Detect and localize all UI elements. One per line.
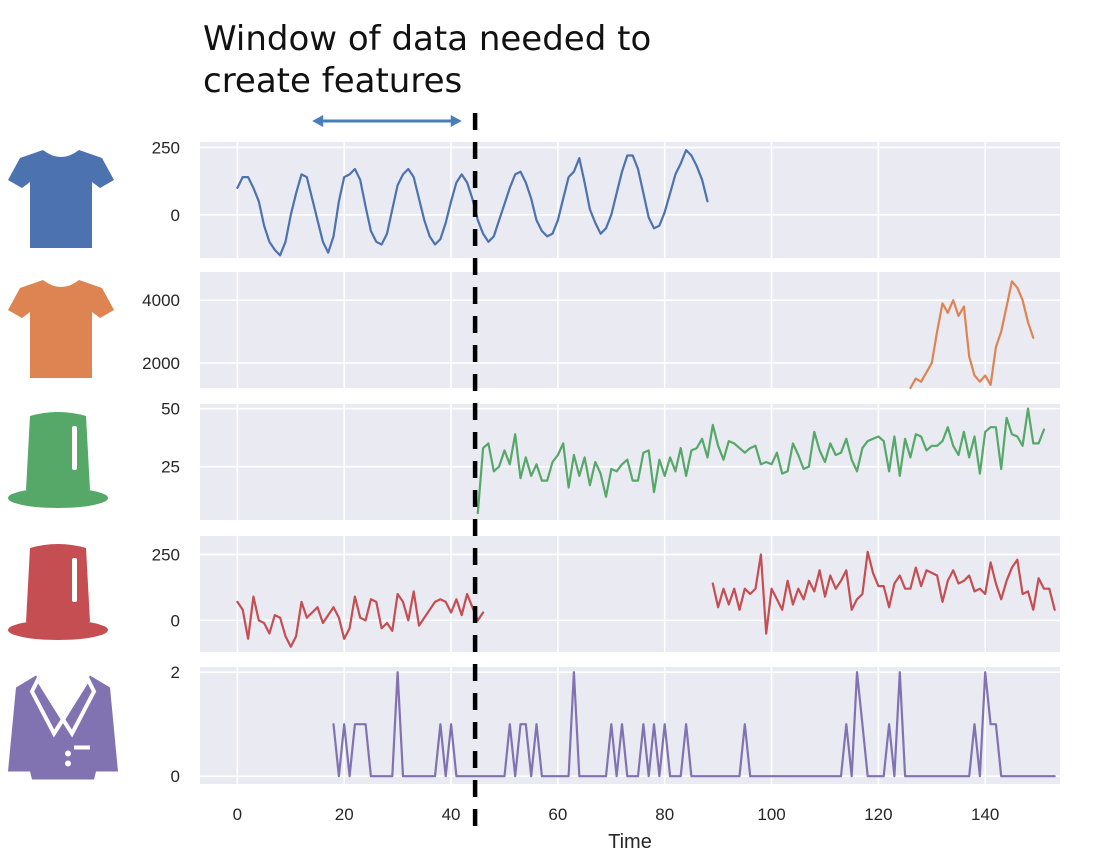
y-tick-label: 0 bbox=[171, 767, 180, 786]
series-line-4-2 bbox=[711, 550, 1056, 635]
tshirt-icon bbox=[8, 150, 114, 248]
window-annotation: Window of data needed to create features bbox=[203, 18, 651, 102]
tshirt-icon bbox=[8, 280, 114, 378]
annotation-line-2: create features bbox=[203, 61, 463, 101]
overlay-layer: 0 20 40 60 80 100 120 140 Time bbox=[233, 113, 999, 853]
x-tick-label: 120 bbox=[864, 805, 892, 824]
y-tick-label: 4000 bbox=[142, 291, 180, 310]
y-tick-label: 25 bbox=[161, 458, 180, 477]
panel-2: 2000 4000 bbox=[142, 272, 1060, 390]
panel-background bbox=[200, 142, 1060, 258]
panel-5: 02 bbox=[171, 663, 1060, 786]
series-line-3-1 bbox=[476, 407, 1046, 515]
top-hat-icon bbox=[8, 412, 108, 508]
x-tick-label: 140 bbox=[971, 805, 999, 824]
panel-background bbox=[200, 667, 1060, 784]
y-tick-label: 2000 bbox=[142, 354, 180, 373]
x-tick-label: 40 bbox=[442, 805, 461, 824]
panel-4: 0 250 bbox=[152, 536, 1060, 652]
y-tick-label: 0 bbox=[171, 206, 180, 225]
series-line-2-1 bbox=[909, 280, 1035, 390]
x-tick-label: 60 bbox=[548, 805, 567, 824]
x-axis-label: Time bbox=[608, 831, 652, 853]
panel-1: 0 250 bbox=[152, 138, 1060, 258]
panel-background bbox=[200, 536, 1060, 652]
y-tick-label: 2 bbox=[171, 663, 180, 682]
window-arrow bbox=[312, 115, 462, 127]
top-hat-icon bbox=[8, 544, 108, 640]
panel-background bbox=[200, 404, 1060, 520]
annotation-line-1: Window of data needed to bbox=[203, 19, 652, 59]
series-line-1-1 bbox=[236, 149, 709, 257]
x-tick-label: 0 bbox=[233, 805, 242, 824]
x-tick-label: 20 bbox=[335, 805, 354, 824]
x-tick-label: 80 bbox=[655, 805, 674, 824]
y-tick-label: 0 bbox=[171, 611, 180, 630]
y-tick-label: 50 bbox=[161, 400, 180, 419]
panel-3: 25 50 bbox=[161, 400, 1060, 520]
y-tick-label: 250 bbox=[152, 545, 180, 564]
series-line-4-1 bbox=[236, 590, 485, 648]
x-tick-label: 100 bbox=[757, 805, 785, 824]
y-tick-label: 250 bbox=[152, 138, 180, 157]
icons-layer bbox=[8, 150, 118, 780]
blazer-icon bbox=[8, 675, 118, 780]
series-line-5-1 bbox=[332, 671, 1056, 778]
panel-background bbox=[200, 272, 1060, 388]
